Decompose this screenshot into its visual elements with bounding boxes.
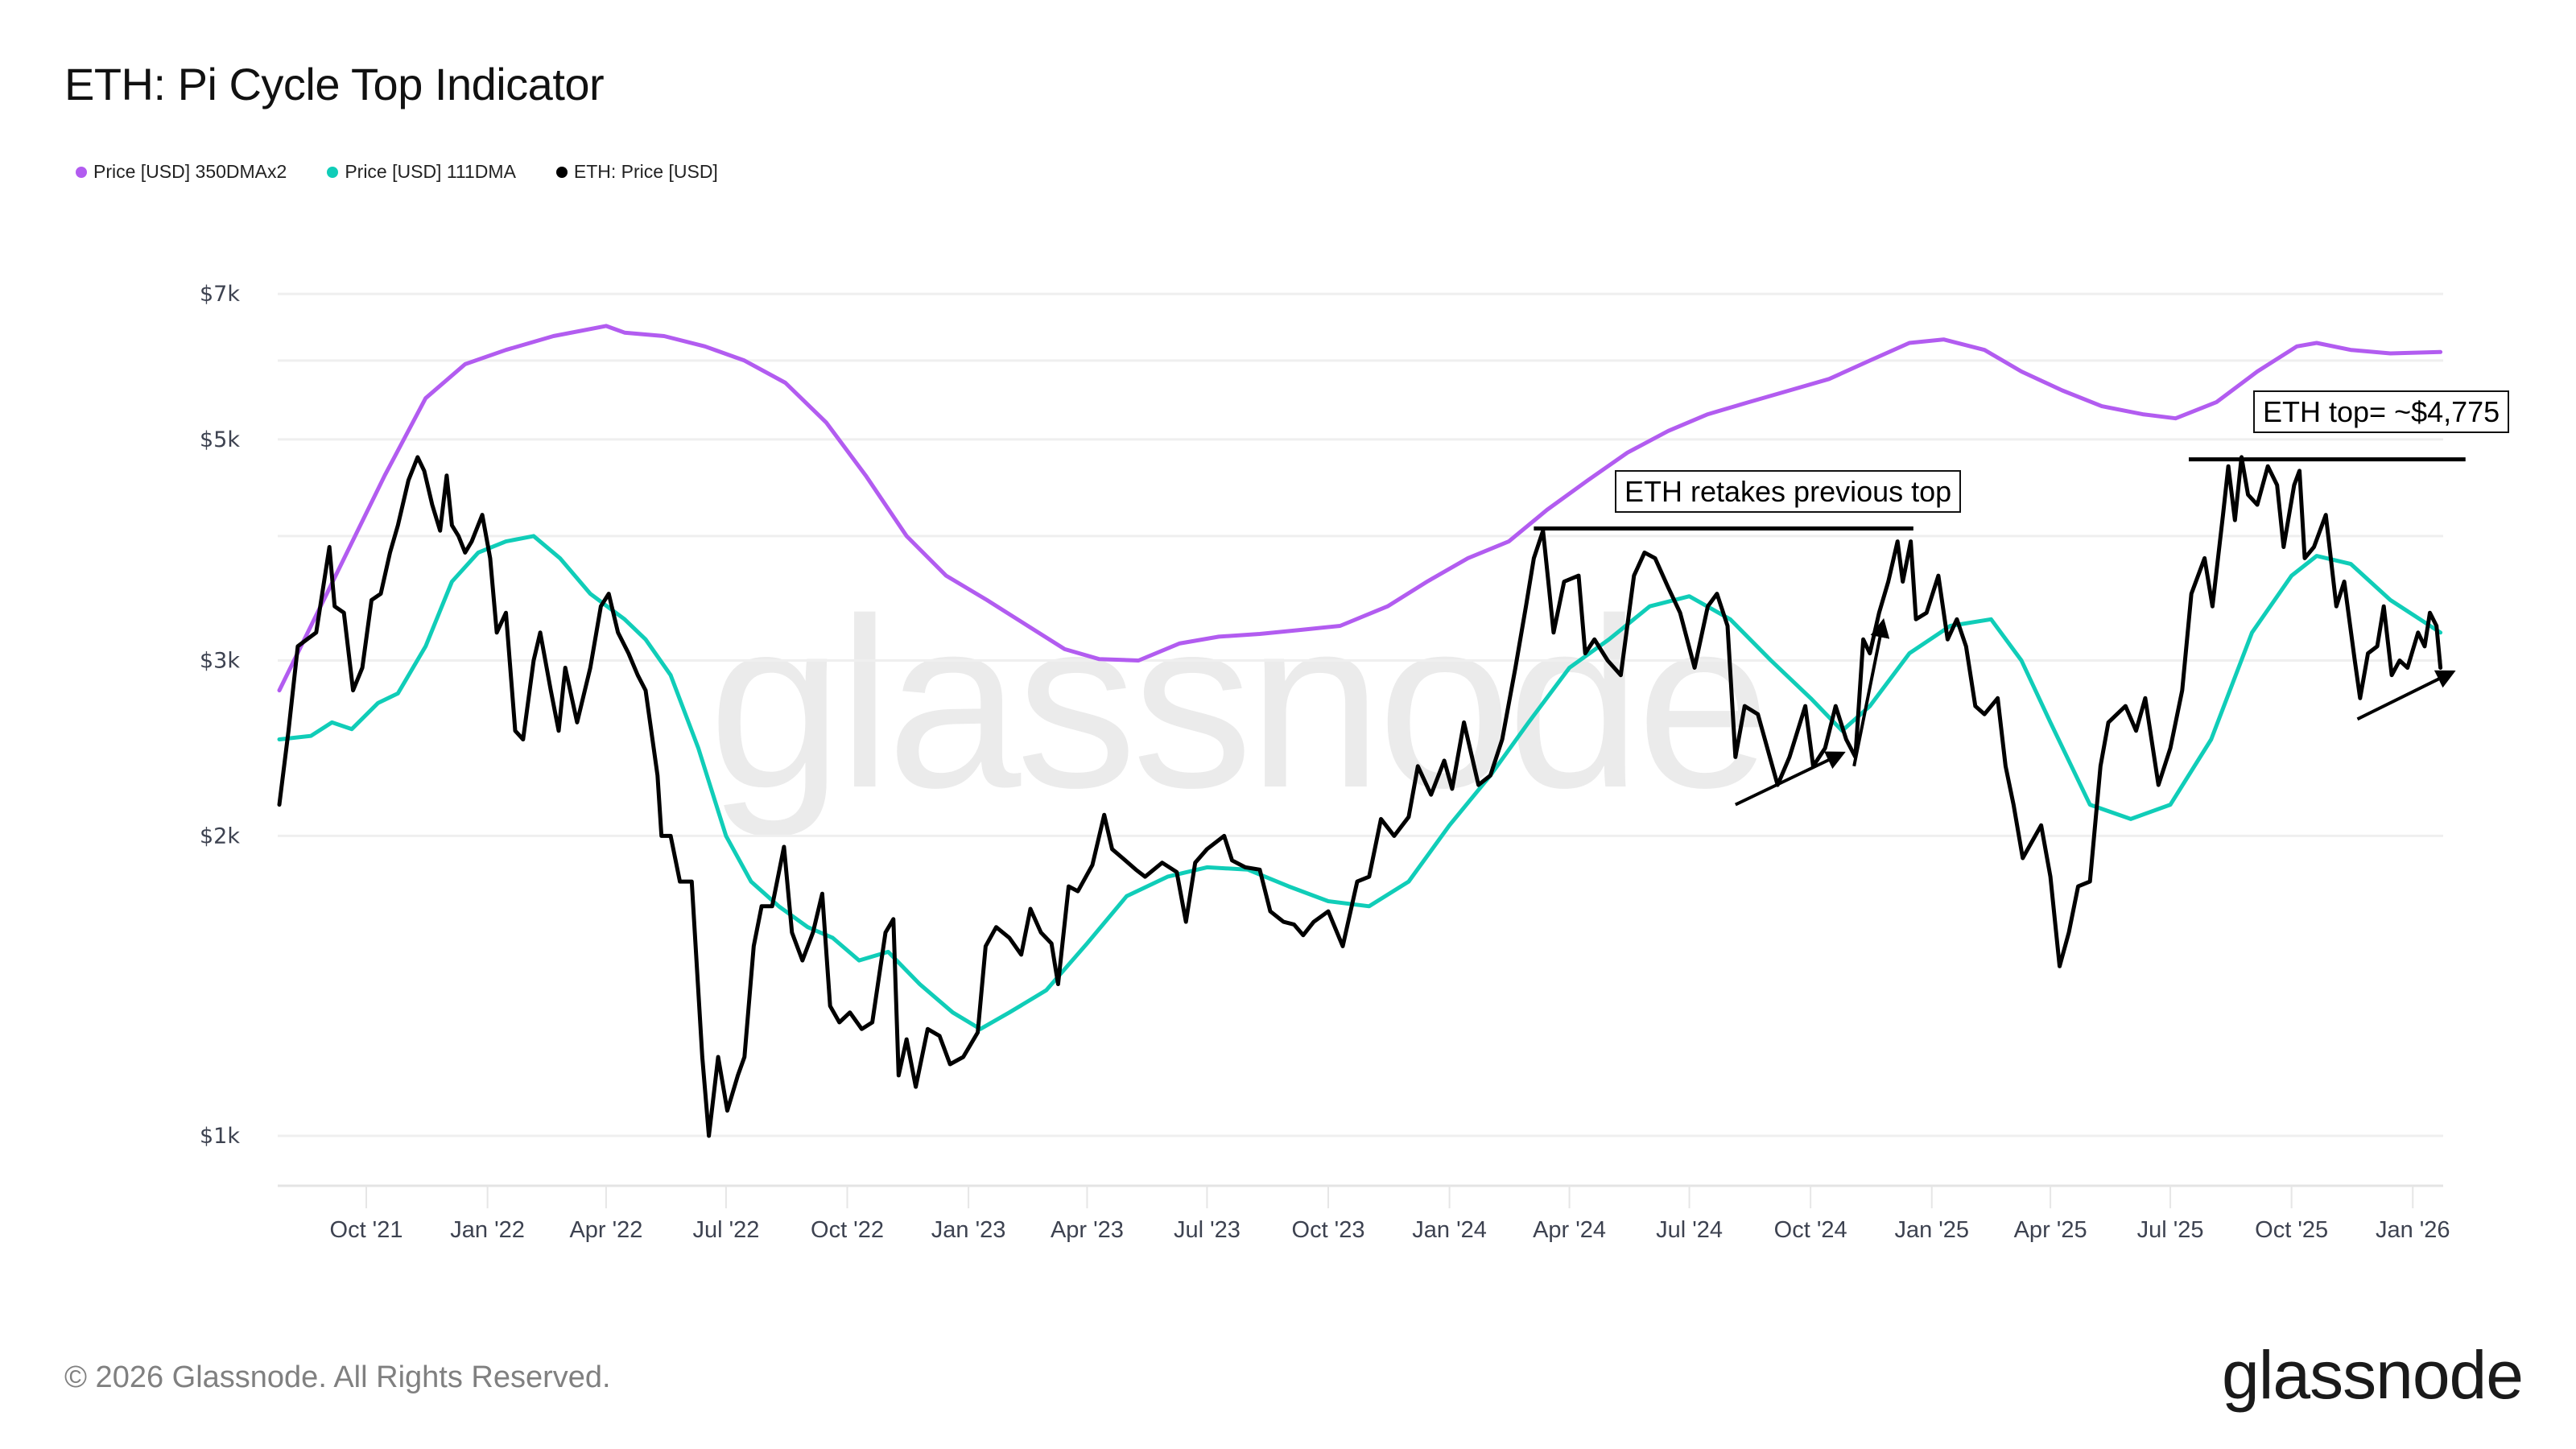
legend-label: ETH: Price [USD] bbox=[573, 161, 718, 182]
legend-dot-purple-icon bbox=[76, 166, 87, 178]
chart-title: ETH: Pi Cycle Top Indicator bbox=[64, 59, 605, 109]
svg-text:Oct '25: Oct '25 bbox=[2255, 1217, 2328, 1243]
grid-lines bbox=[278, 292, 2443, 1187]
svg-text:Jul '25: Jul '25 bbox=[2137, 1217, 2204, 1243]
svg-text:$1k: $1k bbox=[200, 1124, 240, 1149]
annotation-retakes-top: ETH retakes previous top bbox=[1615, 470, 1962, 514]
legend-item-350dma[interactable]: Price [USD] 350DMAx2 bbox=[76, 161, 287, 183]
watermark: glassnode bbox=[708, 568, 1771, 838]
svg-text:Jul '22: Jul '22 bbox=[692, 1217, 759, 1243]
svg-text:$7k: $7k bbox=[200, 282, 240, 307]
svg-text:Jan '25: Jan '25 bbox=[1894, 1217, 1969, 1243]
svg-text:Oct '22: Oct '22 bbox=[811, 1217, 884, 1243]
svg-text:Jan '24: Jan '24 bbox=[1412, 1217, 1487, 1243]
svg-text:Jan '23: Jan '23 bbox=[931, 1217, 1006, 1243]
x-axis: Oct '21 Jan '22 Apr '22 Jul '22 Oct '22 Jan '… bbox=[330, 1186, 2450, 1243]
svg-text:Apr '24: Apr '24 bbox=[1533, 1217, 1606, 1243]
legend-item-eth-price[interactable]: ETH: Price [USD] bbox=[555, 161, 718, 183]
legend-dot-black-icon bbox=[555, 166, 568, 178]
chart-legend: Price [USD] 350DMAx2 Price [USD] 111DMA … bbox=[76, 161, 718, 183]
legend-label: Price [USD] 350DMAx2 bbox=[93, 161, 287, 182]
svg-text:Apr '22: Apr '22 bbox=[569, 1217, 642, 1243]
legend-label: Price [USD] 111DMA bbox=[345, 161, 516, 182]
svg-text:Jul '23: Jul '23 bbox=[1174, 1217, 1241, 1243]
svg-text:Apr '25: Apr '25 bbox=[2014, 1217, 2087, 1243]
svg-text:Oct '21: Oct '21 bbox=[330, 1217, 403, 1243]
svg-text:$5k: $5k bbox=[200, 427, 240, 452]
svg-text:Oct '23: Oct '23 bbox=[1292, 1217, 1365, 1243]
svg-text:Apr '23: Apr '23 bbox=[1051, 1217, 1124, 1243]
footer-copyright: © 2026 Glassnode. All Rights Reserved. bbox=[64, 1360, 611, 1394]
legend-item-111dma[interactable]: Price [USD] 111DMA bbox=[327, 161, 516, 183]
annotation-eth-top: ETH top= ~$4,775 bbox=[2253, 390, 2510, 434]
svg-text:Jan '22: Jan '22 bbox=[450, 1217, 525, 1243]
svg-text:Jul '24: Jul '24 bbox=[1656, 1217, 1723, 1243]
series-lines bbox=[277, 324, 2443, 1138]
svg-text:Jan '26: Jan '26 bbox=[2376, 1217, 2450, 1243]
y-axis: $1k $2k $3k $5k $7k bbox=[200, 282, 240, 1149]
legend-dot-teal-icon bbox=[327, 166, 339, 178]
annotations bbox=[1534, 457, 2466, 807]
svg-text:$3k: $3k bbox=[200, 648, 240, 673]
svg-text:$2k: $2k bbox=[200, 824, 240, 848]
glassnode-logo: glassnode bbox=[2222, 1337, 2524, 1413]
svg-text:Oct '24: Oct '24 bbox=[1774, 1217, 1847, 1243]
